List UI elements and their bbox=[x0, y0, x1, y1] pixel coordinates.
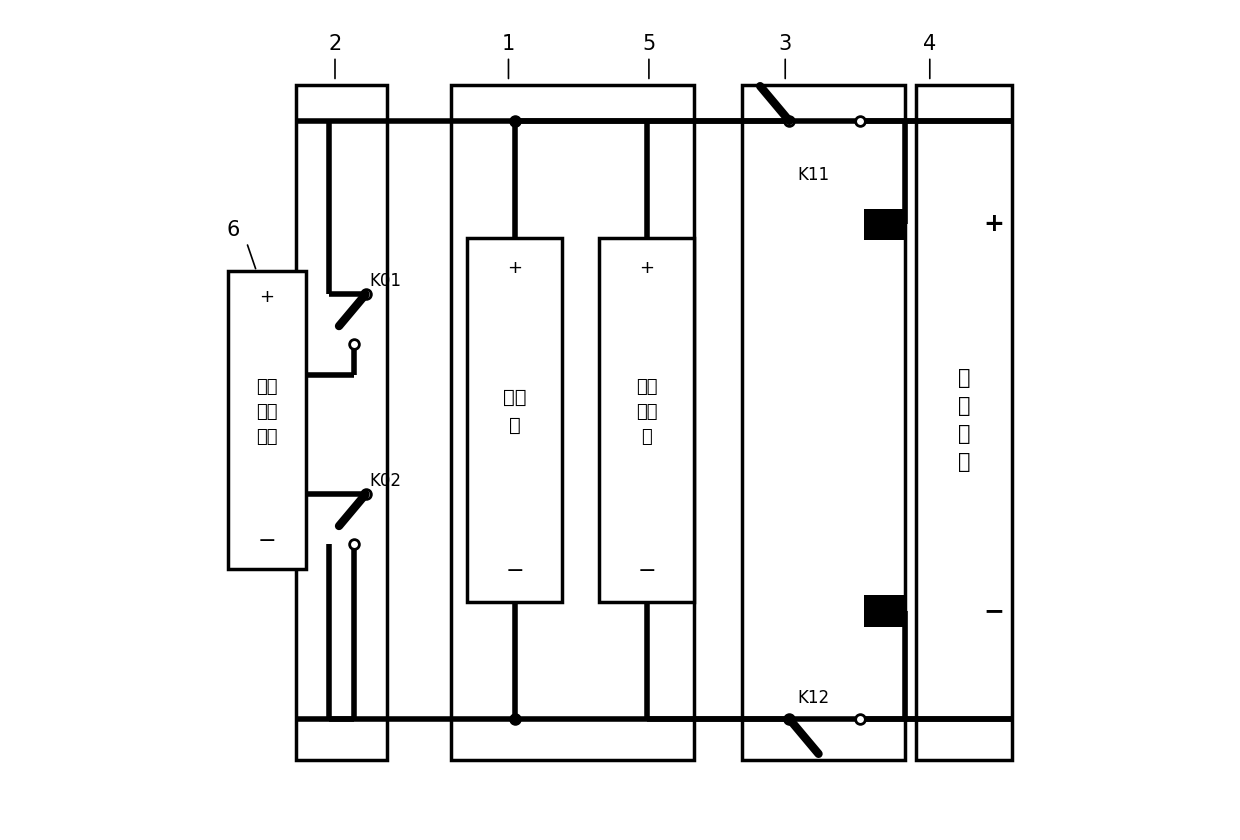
Text: −: − bbox=[983, 599, 1004, 622]
Text: K11: K11 bbox=[797, 166, 830, 185]
Text: 电池
组: 电池 组 bbox=[503, 388, 527, 435]
Text: 车载
充电
口: 车载 充电 口 bbox=[636, 378, 657, 446]
Text: +: + bbox=[640, 259, 655, 277]
Bar bbox=[864, 208, 905, 240]
Bar bbox=[450, 86, 694, 760]
Bar bbox=[743, 86, 905, 760]
Text: +: + bbox=[507, 259, 522, 277]
Text: K02: K02 bbox=[370, 472, 402, 491]
Bar bbox=[467, 239, 562, 601]
Text: −: − bbox=[637, 561, 656, 581]
Bar bbox=[296, 86, 387, 760]
Text: 直流
快充
接口: 直流 快充 接口 bbox=[257, 378, 278, 446]
Text: +: + bbox=[259, 288, 274, 306]
Text: K01: K01 bbox=[370, 272, 402, 291]
Bar bbox=[864, 595, 905, 627]
Text: 1: 1 bbox=[502, 34, 515, 54]
Text: 2: 2 bbox=[329, 34, 341, 54]
Text: 6: 6 bbox=[227, 220, 241, 240]
Text: 直
流
母
线: 直 流 母 线 bbox=[957, 368, 971, 472]
Text: 4: 4 bbox=[923, 34, 936, 54]
Text: −: − bbox=[258, 531, 277, 550]
Bar bbox=[228, 271, 306, 569]
Bar bbox=[916, 86, 1012, 760]
Text: 3: 3 bbox=[779, 34, 792, 54]
Text: +: + bbox=[983, 213, 1004, 236]
Text: −: − bbox=[506, 561, 525, 581]
Bar bbox=[599, 239, 694, 601]
Text: 5: 5 bbox=[642, 34, 656, 54]
Text: K12: K12 bbox=[797, 689, 830, 706]
